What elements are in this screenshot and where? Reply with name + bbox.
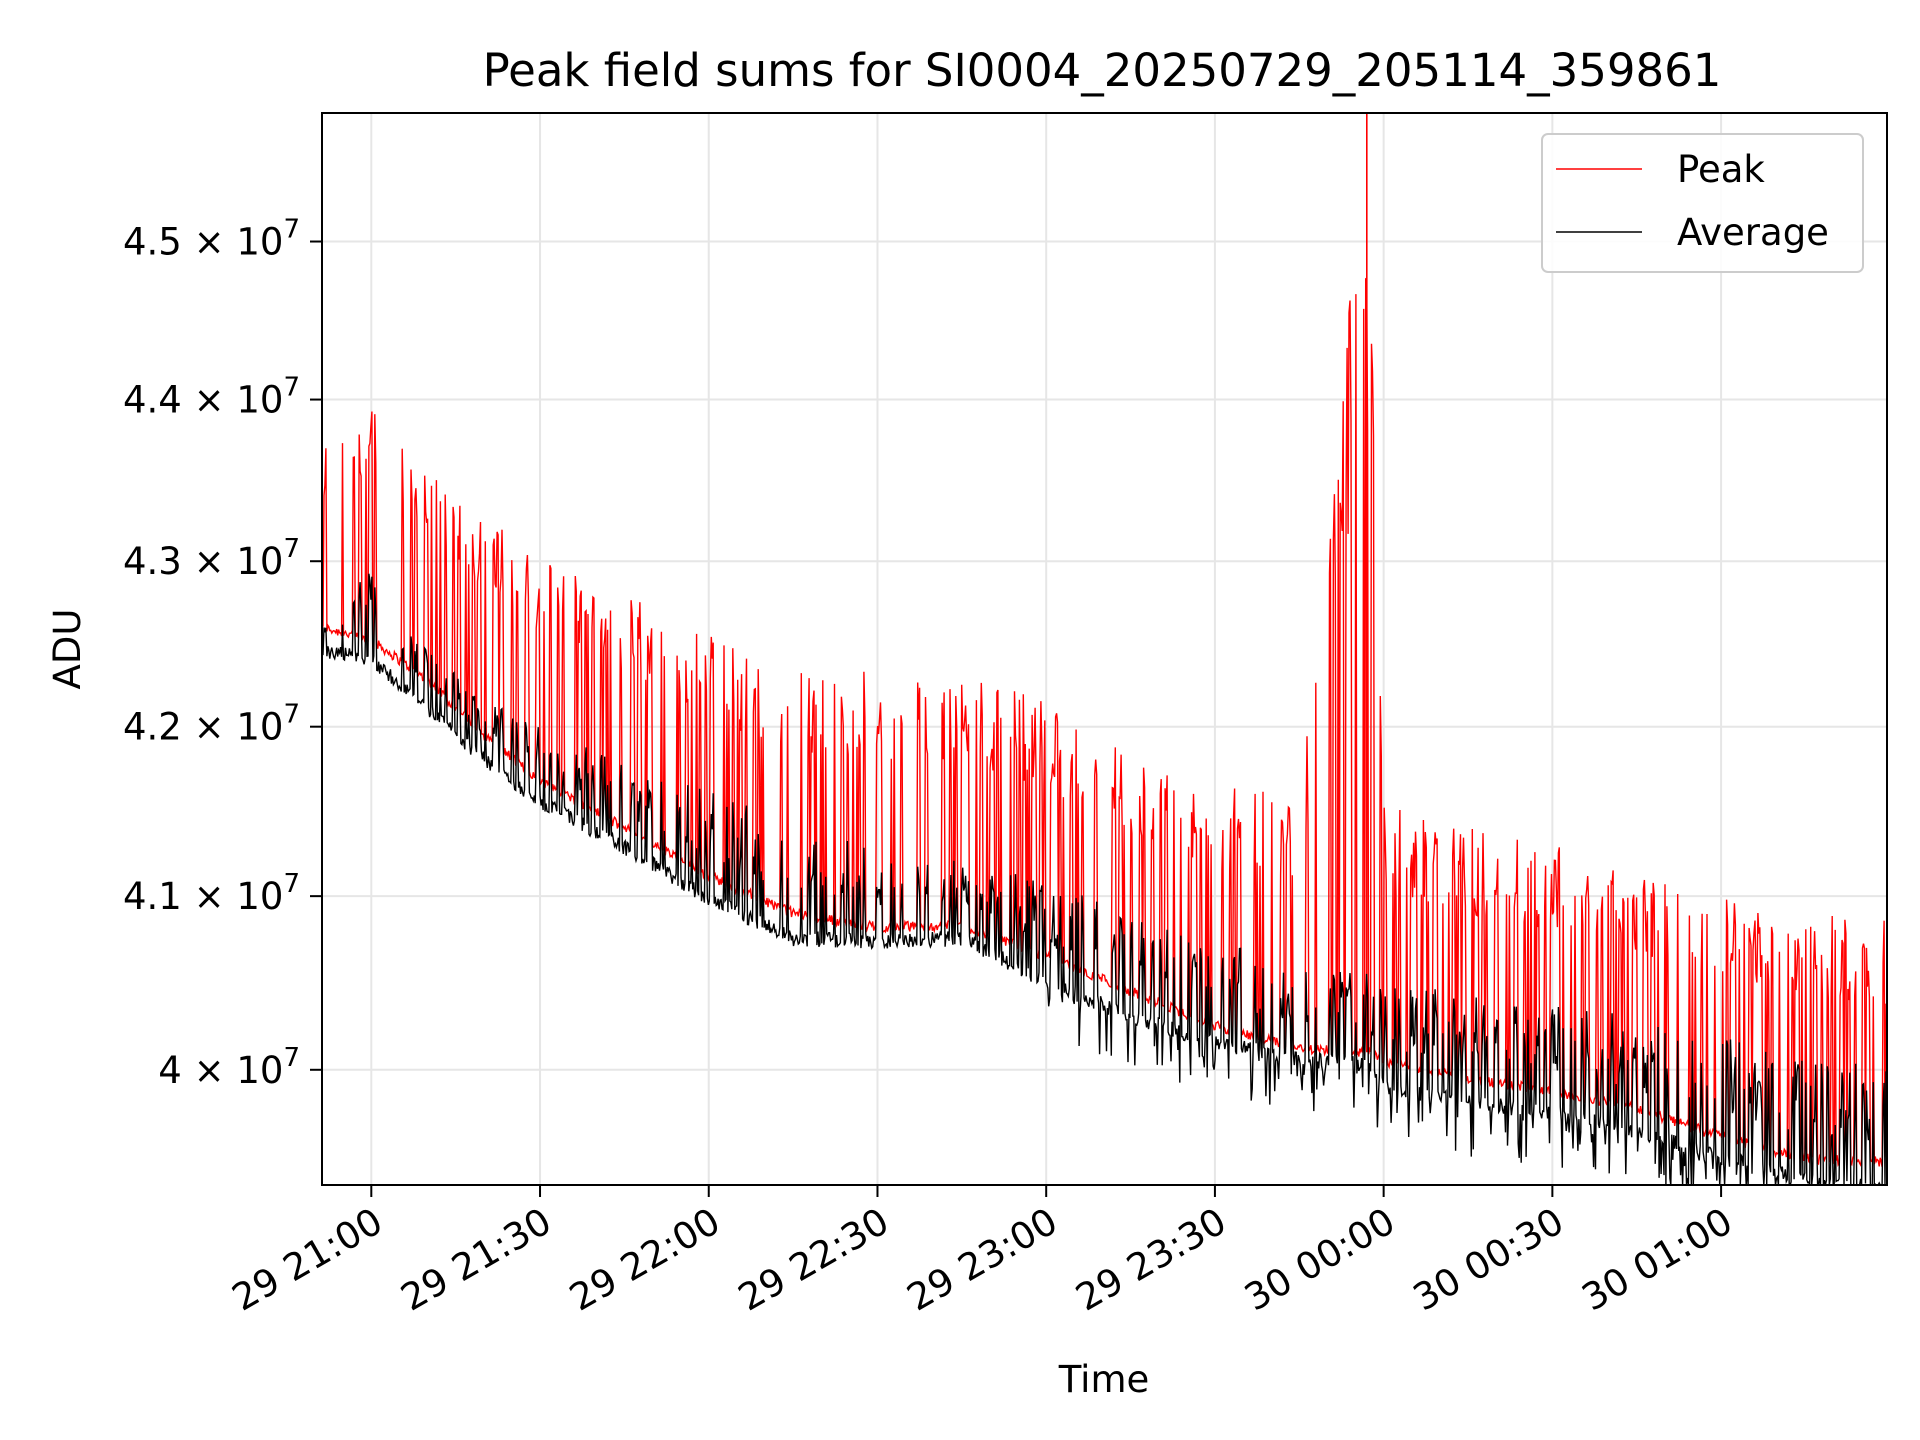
legend-label-average: Average — [1677, 211, 1829, 254]
plot-area — [322, 113, 1887, 1185]
plot-frame — [321, 112, 1888, 1186]
y-tick-label: 4.4 × 107 — [123, 373, 300, 422]
y-tick-label: 4.3 × 107 — [123, 534, 300, 583]
y-tick-label: 4.1 × 107 — [123, 869, 300, 918]
series-line-peak — [322, 276, 1887, 1168]
y-axis: 4 × 107 4.1 × 107 4.2 × 107 4.3 × 107 4.4 × … — [123, 215, 322, 1092]
legend: Peak Average — [1541, 133, 1864, 273]
y-tick-label: 4 × 107 — [158, 1043, 300, 1092]
chart-title: Peak field sums for SI0004_20250729_2051… — [483, 44, 1722, 97]
legend-label-peak: Peak — [1677, 148, 1765, 191]
y-tick-label: 4.2 × 107 — [123, 700, 300, 749]
y-tick-label: 4.5 × 107 — [123, 215, 300, 264]
series-line-average — [322, 573, 1887, 1185]
x-axis-label: Time — [1058, 1358, 1150, 1401]
grid-lines — [322, 113, 1887, 1185]
y-axis-label: ADU — [46, 609, 89, 690]
